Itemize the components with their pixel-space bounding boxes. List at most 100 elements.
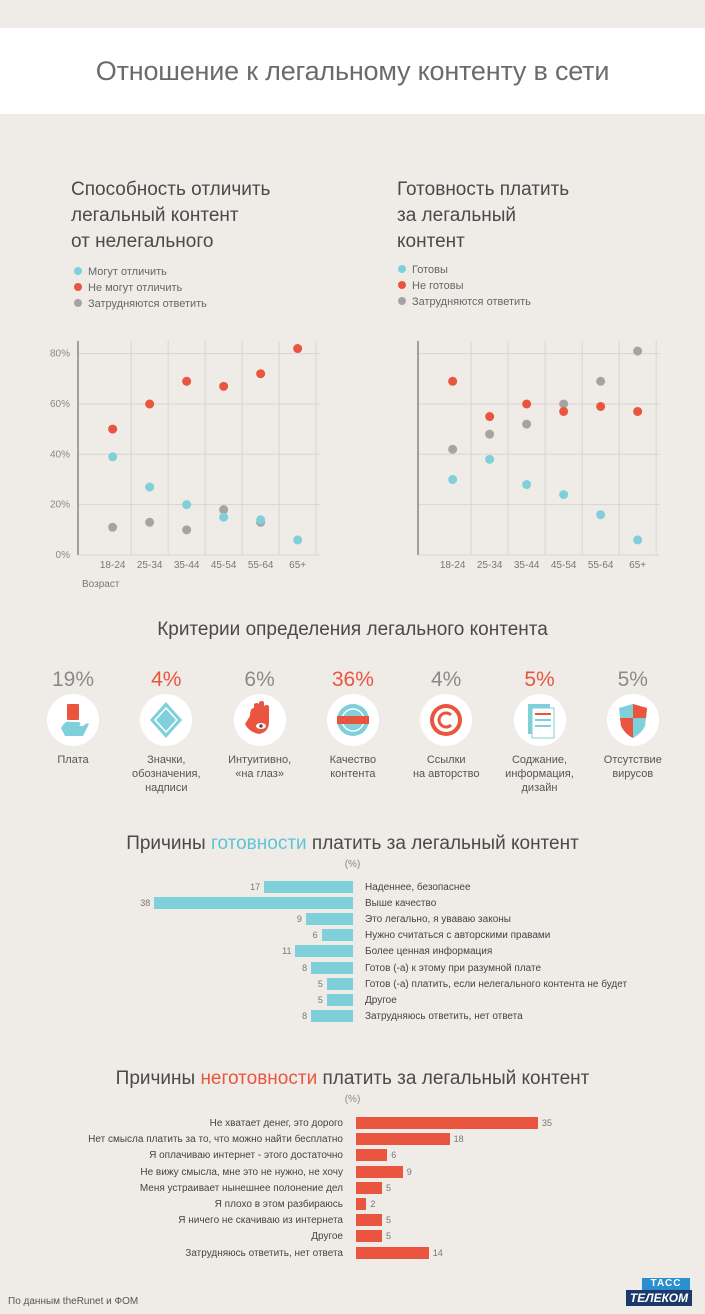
x-tick-label: 35-44 bbox=[174, 560, 200, 571]
left-chart-title-line: легальный контент bbox=[71, 205, 239, 226]
legend-dot-icon bbox=[74, 283, 82, 291]
notready-bar-label: Не хватает денег, это дорого bbox=[209, 1118, 343, 1129]
header-banner bbox=[0, 28, 705, 114]
notready-bar-value: 2 bbox=[370, 1199, 376, 1209]
page-title: Отношение к легальному контенту в сети bbox=[95, 56, 610, 86]
y-tick-label: 40% bbox=[50, 449, 70, 460]
data-point bbox=[448, 444, 458, 454]
criteria-label: Интуитивно, «на глаз» bbox=[215, 753, 305, 781]
legend-label: Затрудняются ответить bbox=[88, 298, 207, 310]
data-point bbox=[219, 512, 229, 522]
left-scatter-chart: 0% 20% 40% 60% 80% 18-24 25-34 35-44 45-54 55-64 6… bbox=[50, 341, 320, 590]
criteria-label: Ссылки на авторство bbox=[401, 753, 491, 781]
ready-bar-value: 8 bbox=[302, 1010, 308, 1021]
copyright-icon bbox=[420, 694, 473, 746]
criteria-label-line: обозначения, bbox=[132, 768, 201, 780]
criteria-label: Значки, обозначения, надписи bbox=[121, 753, 211, 795]
ready-bar bbox=[326, 993, 353, 1006]
data-point bbox=[145, 482, 155, 492]
left-chart-title-line: от нелегального bbox=[71, 231, 214, 252]
data-point bbox=[485, 454, 495, 464]
data-point bbox=[522, 480, 532, 490]
ready-bar-label: Более ценная информация bbox=[365, 946, 493, 958]
ready-title-post: платить за легальный контент bbox=[306, 833, 579, 854]
ready-bar-label: Готов (-а) к этому при разумной плате bbox=[365, 962, 542, 974]
shield-icon bbox=[606, 694, 659, 746]
ready-bar-label: Нужно считаться с авторскими правами bbox=[365, 930, 551, 942]
x-tick-label: 55-64 bbox=[588, 560, 614, 571]
ready-bar bbox=[264, 881, 353, 893]
criteria-label: Соджание, информация, дизайн bbox=[495, 753, 585, 795]
data-point bbox=[485, 429, 495, 439]
ready-bar-label: Наденнее, безопаснее bbox=[365, 882, 471, 893]
ready-bar bbox=[311, 961, 353, 974]
y-tick-label: 60% bbox=[50, 399, 70, 410]
legend-dot-icon bbox=[74, 299, 82, 307]
ready-bar-value: 17 bbox=[250, 882, 261, 892]
data-point bbox=[596, 510, 606, 520]
criteria-percent: 4% bbox=[151, 668, 182, 691]
ready-bar-value: 5 bbox=[317, 978, 323, 989]
ready-bar bbox=[326, 977, 353, 990]
data-point bbox=[256, 515, 266, 525]
data-point bbox=[559, 490, 569, 500]
criteria-label: Отсутствие вирусов bbox=[588, 753, 678, 781]
ready-bar bbox=[295, 945, 353, 958]
ready-bar-value: 9 bbox=[296, 914, 302, 925]
right-chart-title: Готовность платить за легальный контент bbox=[397, 177, 569, 255]
data-point bbox=[448, 376, 458, 386]
ready-bar-value: 5 bbox=[317, 994, 323, 1005]
data-point bbox=[108, 522, 118, 532]
y-tick-label: 20% bbox=[50, 500, 70, 511]
notready-bar-value: 35 bbox=[542, 1118, 553, 1128]
legend-label: Не готовы bbox=[412, 280, 464, 292]
data-point bbox=[108, 452, 118, 462]
right-chart-title-line: контент bbox=[397, 231, 465, 252]
legend-item: Затрудняются ответить bbox=[398, 294, 531, 310]
left-chart-title-line: Способность отличить bbox=[71, 179, 271, 200]
notready-bar-label: Другое bbox=[311, 1231, 343, 1243]
notready-bar-value: 9 bbox=[406, 1166, 412, 1177]
right-chart-legend: Готовы Не готовы Затрудняются ответить bbox=[398, 262, 531, 310]
notready-bar-value: 14 bbox=[432, 1247, 443, 1258]
notready-reasons-title: Причины неготовности платить за легальны… bbox=[0, 1068, 705, 1090]
data-point bbox=[633, 346, 643, 356]
x-tick-label: 18-24 bbox=[100, 560, 126, 571]
criteria-label-line: Значки, bbox=[147, 754, 186, 766]
source-note: По данным theRunet и ФОМ bbox=[8, 1296, 139, 1307]
criteria-label-line: Качество bbox=[329, 754, 377, 766]
data-point bbox=[145, 399, 155, 409]
notready-bar-label: Затрудняюсь ответить, нет ответа bbox=[185, 1247, 343, 1259]
x-tick-label: 25-34 bbox=[137, 560, 163, 571]
data-point bbox=[633, 406, 643, 416]
criteria-label-line: Интуитивно, bbox=[228, 754, 292, 766]
diamond-sign-icon bbox=[140, 694, 193, 746]
x-tick-label: 55-64 bbox=[248, 560, 274, 571]
ready-bar bbox=[154, 897, 353, 910]
data-point bbox=[522, 399, 532, 409]
criteria-label-line: Ссылки bbox=[426, 754, 466, 766]
legend-label: Могут отличить bbox=[88, 266, 167, 278]
criteria-label: Плата bbox=[28, 753, 118, 767]
notready-bar-value: 5 bbox=[386, 1231, 392, 1242]
data-point bbox=[633, 535, 643, 545]
ready-bar-value: 38 bbox=[140, 898, 151, 909]
criteria-label-line: на авторство bbox=[412, 768, 480, 780]
data-point bbox=[293, 344, 303, 354]
data-point bbox=[182, 500, 192, 510]
ready-bar-label: Выше качество bbox=[365, 898, 437, 910]
data-point bbox=[485, 412, 495, 422]
legend-dot-icon bbox=[398, 281, 406, 289]
left-chart-legend: Могут отличить Не могут отличить Затрудн… bbox=[74, 264, 207, 312]
data-point bbox=[559, 399, 569, 409]
x-tick-label: 65+ bbox=[629, 560, 646, 571]
left-chart-title: Способность отличить легальный контент о… bbox=[71, 177, 270, 255]
x-tick-label: 18-24 bbox=[440, 560, 466, 571]
legend-dot-icon bbox=[398, 265, 406, 273]
document-icon bbox=[513, 694, 566, 746]
criteria-label-line: вирусов bbox=[612, 768, 654, 780]
legend-item: Готовы bbox=[398, 262, 531, 278]
criteria-label-line: Соджание, bbox=[511, 754, 568, 766]
data-point bbox=[293, 535, 303, 545]
x-tick-label: 45-54 bbox=[211, 560, 237, 571]
